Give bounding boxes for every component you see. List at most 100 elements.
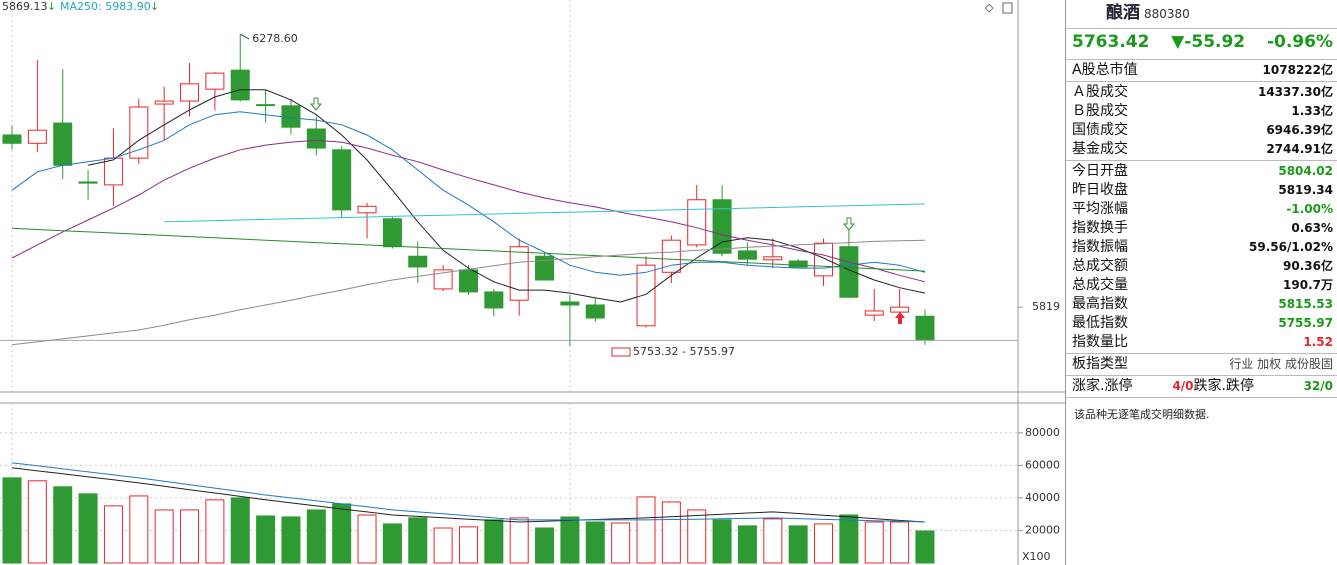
volume-bar	[281, 516, 301, 564]
up-label: 涨家.涨停 4/0跌家.跌停	[1072, 377, 1254, 396]
volume-bar	[484, 519, 504, 564]
candle-body	[2, 134, 22, 144]
stat-label: Ｂ股成交	[1072, 103, 1128, 119]
candle-body	[458, 269, 478, 293]
ma-line	[11, 462, 926, 523]
stat-value: 1078222亿	[1262, 63, 1333, 77]
stat-row: 国债成交 6946.39亿	[1066, 121, 1337, 140]
stat-row: 最低指数 5755.97	[1066, 314, 1337, 333]
y-tick-label: 40000	[1025, 491, 1060, 504]
volume-bar	[129, 495, 149, 564]
candle-body	[103, 157, 123, 186]
volume-bar	[611, 522, 631, 564]
volume-bar	[332, 503, 352, 564]
ma-line	[87, 89, 926, 303]
volume-bar	[788, 525, 808, 564]
ma-line	[11, 227, 926, 272]
stat-row: 板指类型 行业 加权 成份股固	[1066, 355, 1337, 374]
stat-value: 行业 加权 成份股固	[1229, 357, 1333, 371]
up-arrow	[895, 312, 905, 324]
icon[interactable]	[1002, 2, 1013, 14]
volume-bar	[737, 525, 757, 564]
volume-bar	[687, 509, 707, 564]
volume-bar	[27, 480, 47, 564]
candle-body	[408, 255, 428, 268]
stat-label: 指数振幅	[1072, 239, 1128, 255]
stat-row: Ａ股成交 14337.30亿	[1066, 83, 1337, 102]
volume-bar	[408, 517, 428, 564]
candle-body	[915, 315, 935, 341]
stat-row: 指数换手 0.63%	[1066, 219, 1337, 238]
candle-body	[560, 301, 580, 306]
stat-label: 基金成交	[1072, 141, 1128, 157]
candle-body	[357, 205, 377, 214]
volume-bar	[661, 501, 681, 564]
volume-bar	[712, 519, 732, 564]
price-row: 5763.42 ▼-55.92 -0.96%	[1066, 29, 1337, 60]
ma-label: 5869.13	[2, 0, 48, 13]
arrow-icon: ↓	[47, 0, 56, 13]
stat-value: 5755.97	[1278, 316, 1333, 330]
y-tick-label: 5819	[1032, 300, 1060, 313]
candle-body	[712, 199, 732, 254]
volume-bar	[103, 505, 123, 564]
stat-value: 90.36亿	[1283, 259, 1333, 273]
candle-body	[864, 310, 884, 316]
volume-bar	[256, 515, 276, 564]
candle-body	[484, 291, 504, 309]
candle-body	[814, 242, 834, 277]
down-arrow	[842, 217, 856, 231]
stat-value: 1.52	[1303, 335, 1333, 349]
stat-value: 59.56/1.02%	[1249, 240, 1333, 254]
y-tick-label: 20000	[1025, 523, 1060, 536]
quote-price: 5763.42	[1072, 32, 1150, 52]
volume-bar	[180, 509, 200, 564]
volume-bar	[864, 521, 884, 564]
candle-body	[890, 306, 910, 313]
candle-body	[306, 128, 326, 149]
volume-bar	[763, 518, 783, 564]
unit-label: X100	[1022, 550, 1051, 563]
down-value: 32/0	[1303, 379, 1333, 393]
volume-bar	[154, 509, 174, 564]
row-group: A股总市值 1078222亿	[1066, 60, 1337, 82]
icon[interactable]: ◇	[985, 1, 994, 14]
up-label-text: 涨家.涨停	[1072, 378, 1133, 394]
up-value: 4/0	[1172, 379, 1194, 393]
stat-label: 国债成交	[1072, 122, 1128, 138]
candle-body	[585, 304, 605, 319]
candle-body	[509, 246, 529, 301]
volume-bar	[915, 530, 935, 564]
ma-line	[11, 111, 926, 276]
volume-bar	[458, 526, 478, 564]
stat-value: 1.33亿	[1291, 104, 1333, 118]
volume-bar	[585, 521, 605, 564]
stat-label: 总成交额	[1072, 258, 1128, 274]
stat-label: 今日开盘	[1072, 163, 1128, 179]
y-tick-label: 80000	[1025, 426, 1060, 439]
stat-label: 板指类型	[1072, 356, 1128, 372]
candle-body	[154, 100, 174, 105]
stat-value: 5804.02	[1278, 164, 1333, 178]
ma-line	[11, 239, 926, 346]
stat-label: A股总市值	[1072, 62, 1138, 78]
stat-value: 5819.34	[1278, 183, 1333, 197]
candle-body	[763, 256, 783, 261]
stat-row: 昨日收盘 5819.34	[1066, 181, 1337, 200]
candle-body	[129, 106, 149, 159]
candle-body	[230, 69, 250, 101]
volume-bar	[205, 499, 225, 564]
y-tick-label: 60000	[1025, 458, 1060, 471]
volume-bar	[814, 523, 834, 564]
candle-body	[27, 129, 47, 144]
stock-code: 880380	[1144, 7, 1190, 21]
candle-body	[256, 104, 276, 107]
stat-label: 最低指数	[1072, 315, 1128, 331]
candle-body	[332, 149, 352, 211]
row-group: 板指类型 行业 加权 成份股固	[1066, 354, 1337, 376]
stat-row: 今日开盘 5804.02	[1066, 162, 1337, 181]
volume-bar	[230, 497, 250, 564]
breadth-row: 涨家.涨停 4/0跌家.跌停 32/0	[1066, 376, 1337, 398]
candle-body	[788, 260, 808, 268]
down-label: 跌家.跌停	[1193, 378, 1254, 394]
